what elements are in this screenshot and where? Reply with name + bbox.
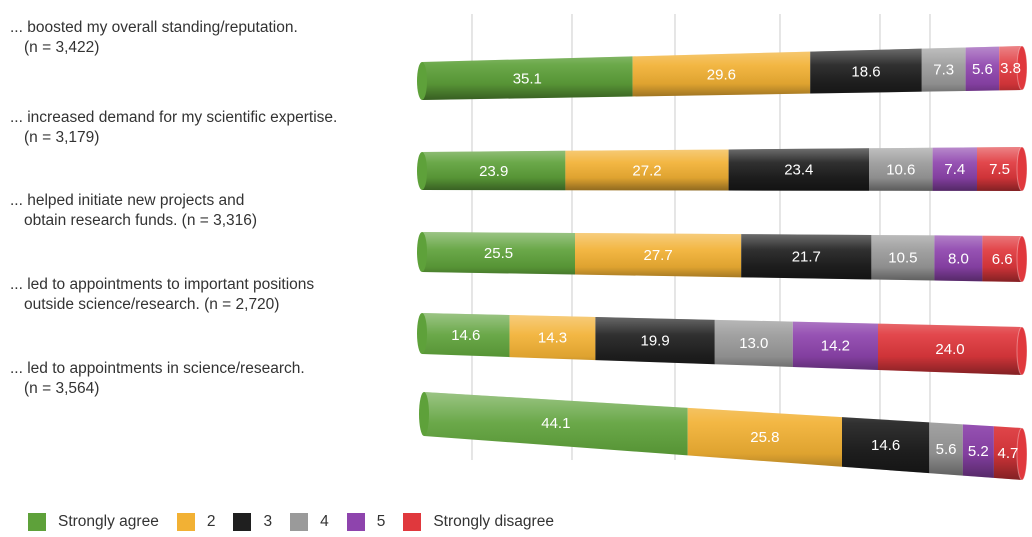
legend-label: 2	[206, 513, 216, 530]
data-label: 14.6	[451, 327, 480, 344]
data-label: 10.6	[886, 161, 915, 178]
data-label: 27.2	[632, 162, 661, 179]
legend-label: 3	[263, 513, 273, 530]
data-label: 19.9	[640, 332, 669, 349]
legend-item: 2	[176, 513, 216, 531]
data-label: 7.5	[989, 161, 1010, 178]
data-label: 4.7	[998, 445, 1019, 462]
legend-swatch	[28, 513, 46, 531]
bar-left-cap	[417, 62, 427, 100]
data-label: 24.0	[935, 341, 964, 358]
legend-item: Strongly disagree	[403, 513, 554, 531]
bar-left-cap	[417, 313, 427, 354]
data-label: 14.3	[538, 329, 567, 346]
legend-swatch	[346, 513, 365, 531]
bar-left-cap	[417, 152, 427, 190]
bar-left-cap	[419, 392, 429, 436]
legend-label: Strongly disagree	[433, 513, 554, 530]
data-label: 5.6	[936, 441, 957, 458]
data-label: 25.8	[750, 429, 779, 446]
data-label: 35.1	[513, 71, 542, 88]
data-label: 7.4	[944, 161, 965, 178]
data-label: 14.6	[871, 437, 900, 454]
legend-swatch	[290, 513, 309, 531]
data-label: 8.0	[948, 250, 969, 267]
bar-row: 14.6 14.3 19.9 13.0 14.2 24.0	[417, 313, 1028, 376]
legend-label: 5	[376, 513, 386, 530]
legend-swatch	[233, 513, 252, 531]
row-label: ... increased demand for my scientific e…	[10, 108, 410, 148]
data-label: 23.4	[784, 162, 813, 179]
legend-swatch	[176, 513, 195, 531]
legend-label: Strongly agree	[58, 513, 159, 530]
bar-right-cap	[1016, 326, 1028, 376]
row-label-text: ... helped initiate new projects and	[10, 192, 245, 209]
row-label-n: (n = 3,179)	[24, 129, 100, 146]
row-label-n: obtain research funds. (n = 3,316)	[24, 212, 258, 229]
legend-item: Strongly agree	[28, 513, 159, 531]
row-label-text: ... increased demand for my scientific e…	[10, 109, 338, 126]
row-label-text: ... led to appointments to important pos…	[10, 276, 315, 293]
bar-row: 35.1 29.6 18.6 7.3 5.6 3.8	[417, 45, 1028, 100]
data-label: 23.9	[479, 163, 508, 180]
legend-label: 4	[320, 513, 329, 530]
bar-shading	[422, 46, 1022, 100]
data-label: 7.3	[933, 62, 954, 79]
bar-right-cap	[1016, 146, 1028, 192]
data-label: 3.8	[1000, 60, 1021, 77]
data-label: 29.6	[707, 67, 736, 84]
bar-right-cap	[1016, 45, 1028, 91]
row-label: ... led to appointments in science/resea…	[10, 359, 410, 399]
bar-row: 25.5 27.7 21.7 10.5 8.0 6.6	[417, 232, 1028, 283]
row-label-text: ... boosted my overall standing/reputati…	[10, 19, 298, 36]
data-label: 18.6	[851, 63, 880, 80]
data-label: 14.2	[821, 338, 850, 355]
data-label: 25.5	[484, 245, 513, 262]
bar-shading	[422, 313, 1022, 375]
legend-swatch	[403, 513, 422, 531]
row-label-n: (n = 3,564)	[24, 380, 100, 397]
legend-item: 5	[346, 513, 386, 531]
data-label: 5.6	[972, 61, 993, 78]
bar-right-cap	[1016, 235, 1028, 283]
data-label: 5.2	[968, 443, 989, 460]
legend: Strongly agree 2 3 4 5 Strongly disagree	[28, 512, 572, 532]
data-label: 21.7	[792, 248, 821, 265]
row-label: ... helped initiate new projects and obta…	[10, 191, 410, 231]
legend-item: 4	[290, 513, 329, 531]
data-label: 10.5	[888, 250, 917, 267]
data-label: 27.7	[643, 247, 672, 264]
data-label: 44.1	[541, 415, 570, 432]
data-label: 13.0	[739, 335, 768, 352]
legend-item: 3	[233, 513, 272, 531]
data-label: 6.6	[992, 251, 1013, 268]
row-label-n: (n = 3,422)	[24, 39, 100, 56]
bar-left-cap	[417, 232, 427, 272]
bar-shading	[422, 232, 1022, 282]
bar-row: 44.1 25.8 14.6 5.6 5.2 4.7	[419, 392, 1028, 481]
row-label: ... led to appointments to important pos…	[10, 275, 410, 315]
row-labels: ... boosted my overall standing/reputati…	[10, 0, 410, 470]
row-label-text: ... led to appointments in science/resea…	[10, 360, 305, 377]
bar-shading	[422, 147, 1022, 191]
bar-row: 23.9 27.2 23.4 10.6 7.4 7.5	[417, 146, 1028, 192]
row-label-n: outside science/research. (n = 2,720)	[24, 296, 280, 313]
row-label: ... boosted my overall standing/reputati…	[10, 18, 410, 58]
bar-right-cap	[1016, 427, 1028, 481]
bar-shading	[424, 392, 1022, 480]
